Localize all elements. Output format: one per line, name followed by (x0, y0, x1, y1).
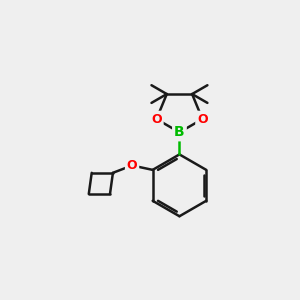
Text: O: O (127, 159, 137, 172)
Text: O: O (151, 112, 162, 126)
Text: O: O (197, 112, 208, 126)
Text: B: B (174, 125, 185, 139)
